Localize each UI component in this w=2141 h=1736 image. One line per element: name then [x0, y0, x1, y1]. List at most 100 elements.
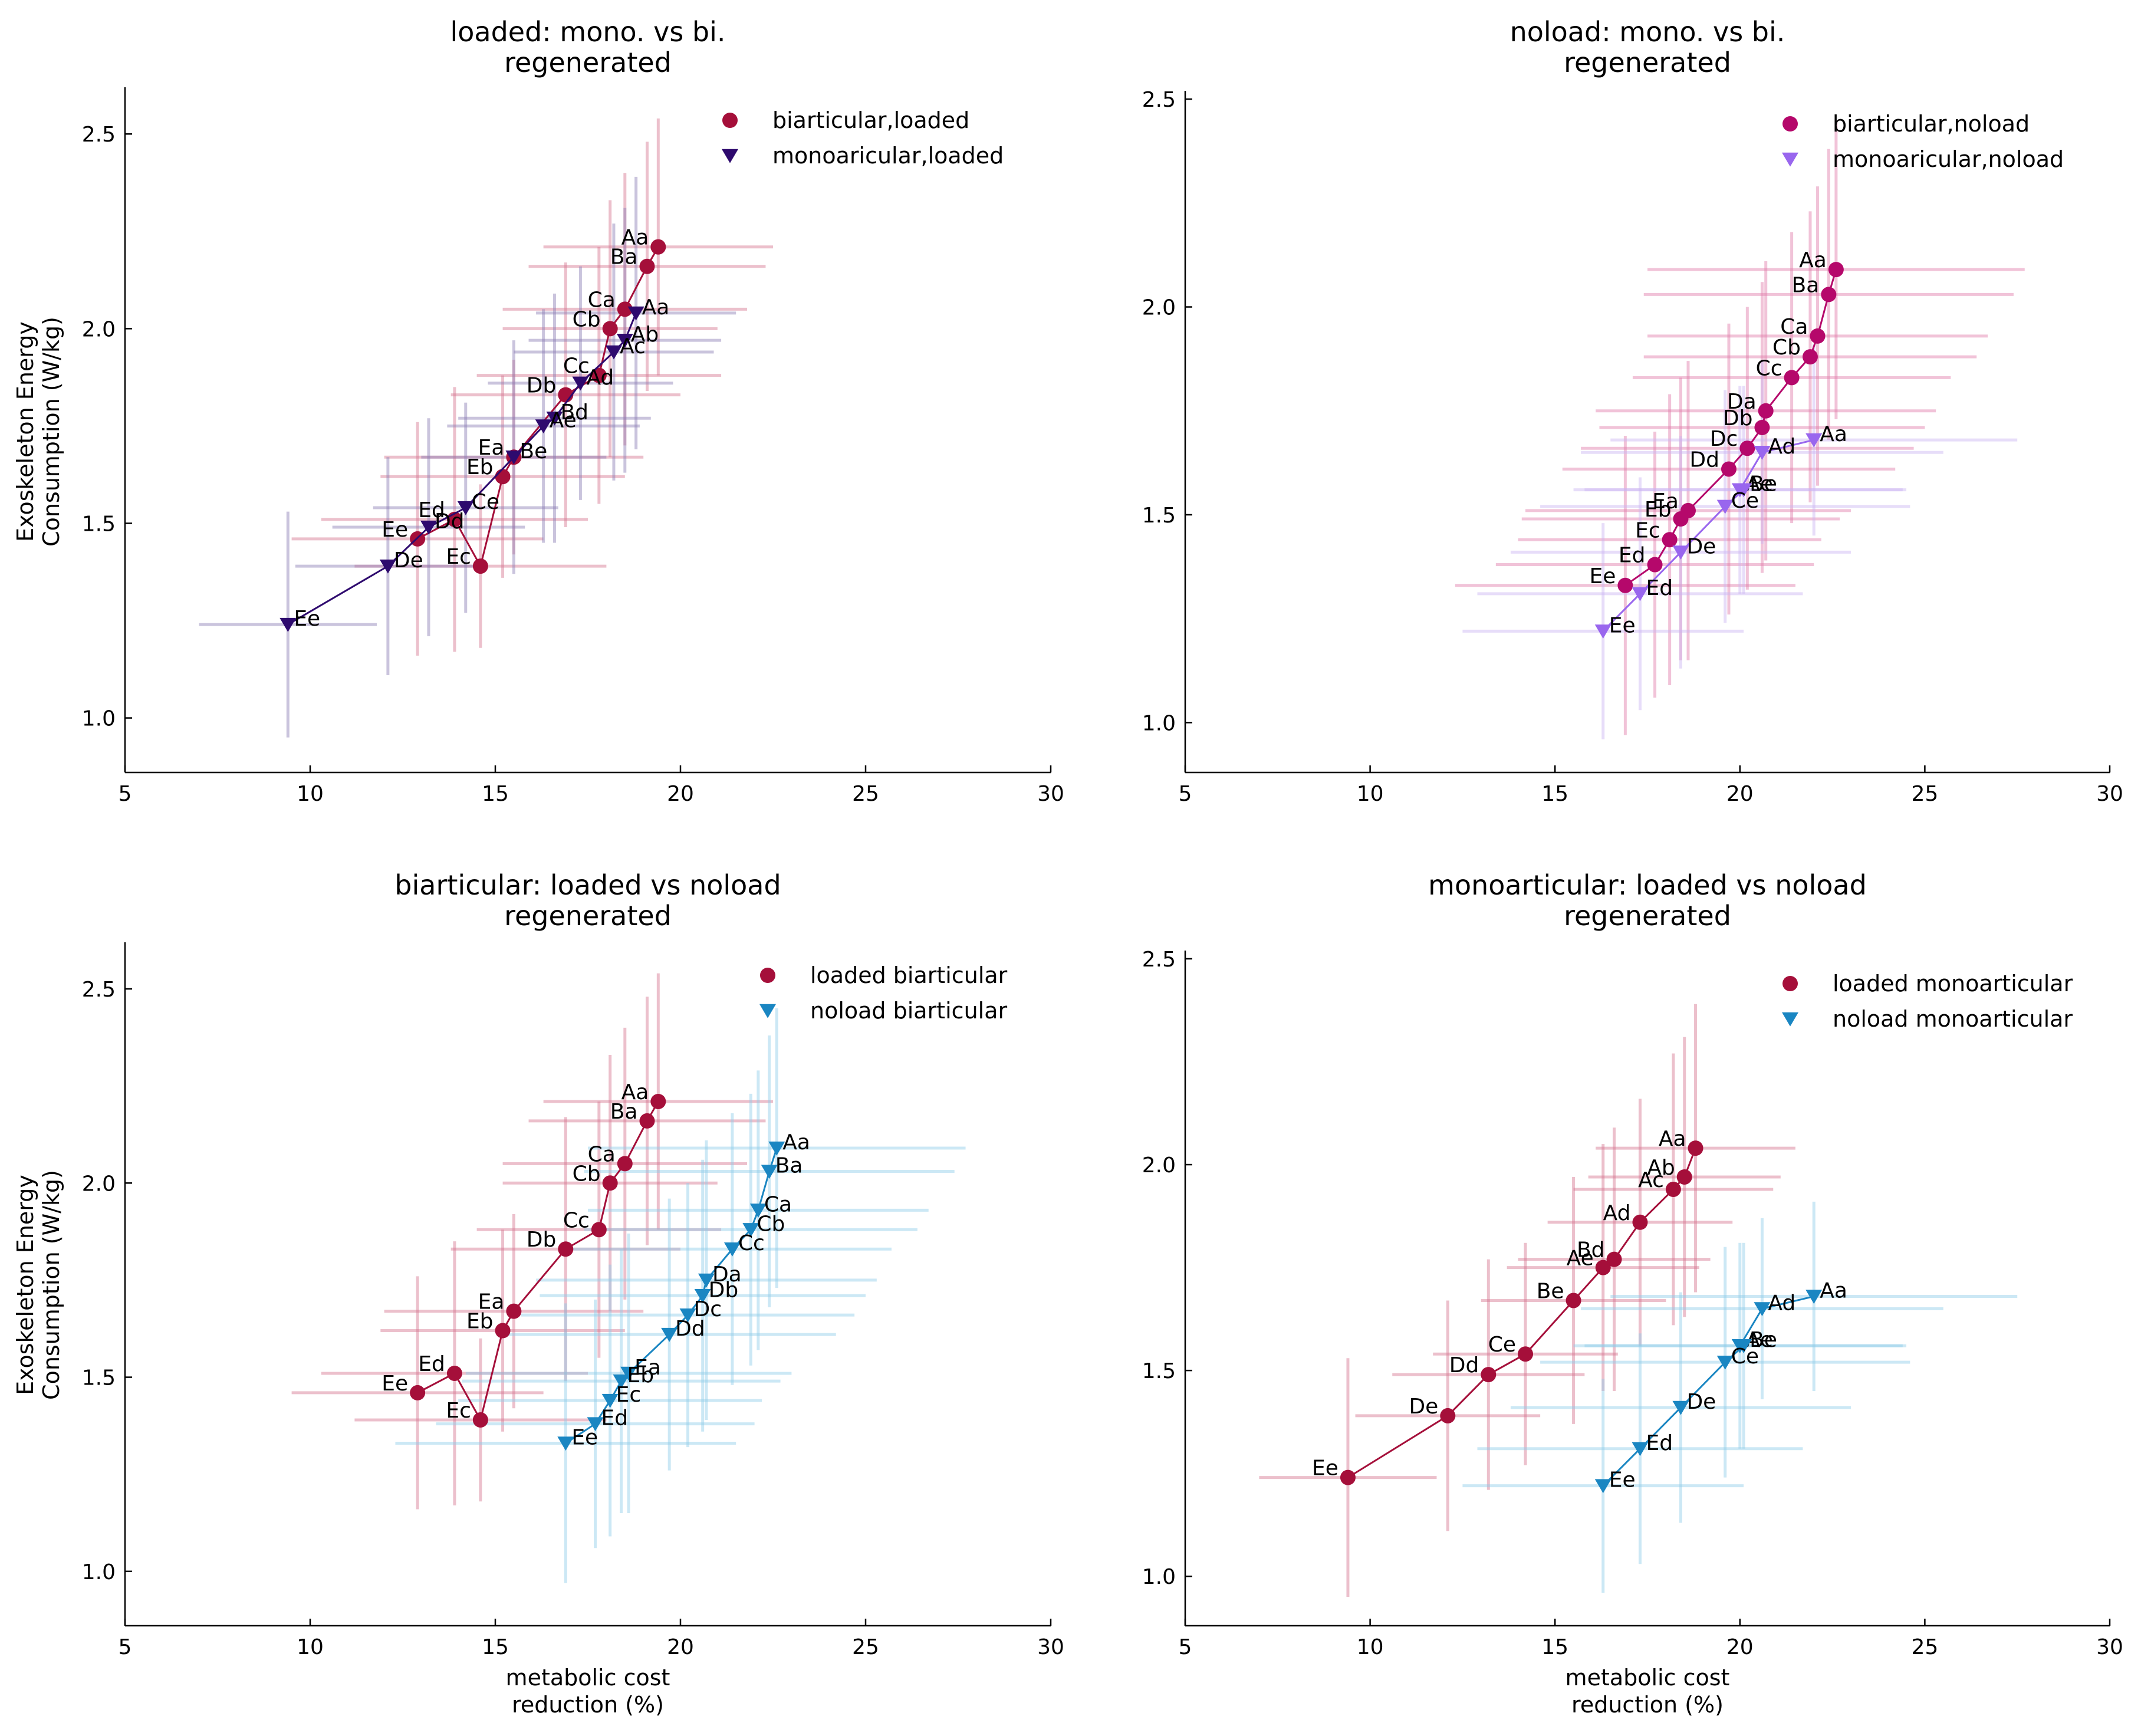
data-point: [1735, 1339, 1752, 1353]
x-tick-label: 20: [1726, 1635, 1754, 1659]
y-tick-label: 1.5: [1142, 504, 1176, 528]
legend-marker: [760, 968, 775, 983]
legend: loaded biarticular noload biarticular: [759, 962, 1008, 1024]
point-label: Be: [1749, 472, 1777, 497]
legend-marker: [759, 1004, 776, 1018]
x-tick-label: 5: [119, 782, 132, 806]
data-point: [1721, 461, 1737, 477]
point-label: Bd: [560, 400, 588, 425]
point-label: De: [1686, 1390, 1716, 1414]
point-label: Aa: [642, 295, 670, 320]
point-label: Da: [712, 1262, 742, 1287]
data-point: [698, 1273, 715, 1288]
x-tick-label: 30: [2096, 1635, 2123, 1659]
y-axis-label-line2: Consumption (W/kg): [38, 1170, 64, 1400]
point-label: Ce: [1731, 489, 1759, 513]
data-point: [591, 1222, 607, 1238]
y-axis-label-line1: Exoskeleton Energy: [12, 321, 38, 542]
data-point: [558, 1241, 574, 1257]
point-label: Aa: [1659, 1127, 1686, 1151]
panel-title-line1: biarticular: loaded vs noload: [394, 869, 781, 901]
legend-marker: [722, 149, 738, 163]
point-label: Ab: [631, 323, 659, 347]
data-point: [1805, 433, 1823, 448]
data-point: [1821, 287, 1837, 303]
point-label: Ae: [1567, 1247, 1594, 1271]
data-point: [506, 1303, 522, 1319]
data-point: [1632, 1442, 1649, 1456]
data-point: [616, 333, 633, 348]
point-label: Ea: [634, 1356, 661, 1380]
data-point: [1716, 499, 1734, 514]
y-tick-label: 2.5: [82, 123, 116, 147]
data-point: [605, 345, 622, 360]
x-tick-label: 20: [667, 1635, 694, 1659]
data-point: [742, 1223, 759, 1237]
point-label: Be: [1749, 1328, 1777, 1352]
data-point: [1440, 1408, 1456, 1423]
data-point: [1758, 403, 1774, 419]
data-point: [650, 239, 666, 255]
x-axis-label-line1: metabolic cost: [1566, 1665, 1730, 1691]
data-point: [1754, 446, 1771, 460]
data-point: [1828, 262, 1844, 278]
data-point: [1481, 1367, 1497, 1383]
data-point: [495, 1323, 511, 1339]
point-label: Dc: [1710, 427, 1738, 451]
point-label: Dd: [1689, 448, 1719, 472]
point-label: Ee: [1589, 564, 1616, 588]
data-point: [1810, 328, 1826, 344]
data-point: [749, 1204, 767, 1218]
point-label: Ee: [294, 607, 320, 631]
plot-area: 5 10 15 20 25 301.01.52.02.5AaBaCaCbCcDbEaEbE…: [82, 942, 1064, 1659]
point-label: Ea: [478, 436, 505, 460]
point-label: Ca: [588, 288, 616, 312]
data-point: [591, 367, 607, 383]
point-label: Eb: [466, 1310, 494, 1334]
legend-marker: [722, 113, 738, 128]
y-tick-label: 1.5: [1142, 1359, 1176, 1383]
data-point: [1665, 1181, 1681, 1197]
point-label: Ce: [1731, 1344, 1759, 1369]
data-point: [457, 501, 474, 515]
point-label: Ee: [382, 1372, 408, 1396]
data-point: [1662, 532, 1678, 548]
data-point: [420, 520, 437, 535]
data-point: [639, 1113, 655, 1129]
data-point: [1647, 557, 1663, 573]
x-tick-label: 10: [297, 782, 324, 806]
data-point: [661, 1327, 678, 1342]
y-tick-label: 1.0: [1142, 1565, 1176, 1589]
data-point: [1676, 1169, 1692, 1185]
series-line: [1602, 1296, 1814, 1487]
legend-entry: loaded monoarticular: [1833, 971, 2073, 997]
point-label: Dd: [675, 1317, 705, 1341]
point-label: Cc: [563, 1208, 590, 1232]
point-label: Cb: [573, 1162, 601, 1186]
point-label: De: [1409, 1395, 1438, 1419]
data-point: [768, 1141, 785, 1156]
point-label: Ba: [775, 1154, 803, 1178]
point-label: Db: [527, 1228, 557, 1252]
panel-title-line2: regenerated: [504, 900, 672, 932]
legend-marker: [1782, 116, 1798, 131]
point-label: Ca: [764, 1192, 792, 1216]
plot-area: 5 10 15 20 25 301.01.52.02.5AaBaCaCbCcDbEaEbE…: [82, 87, 1064, 806]
x-tick-label: 30: [2096, 782, 2123, 806]
data-point: [1340, 1469, 1356, 1485]
point-label: Aa: [1820, 1278, 1847, 1303]
point-label: Db: [1723, 406, 1753, 430]
data-point: [1595, 1260, 1611, 1275]
y-tick-label: 2.0: [1142, 296, 1176, 320]
data-point: [1754, 419, 1770, 435]
point-label: Cb: [757, 1212, 785, 1236]
point-label: Da: [1727, 390, 1757, 414]
x-tick-label: 10: [1357, 1635, 1384, 1659]
legend-marker: [1782, 1012, 1798, 1027]
point-label: Ea: [1652, 489, 1679, 514]
point-label: Ca: [1780, 315, 1808, 339]
data-point: [650, 1093, 666, 1109]
data-point: [379, 559, 396, 574]
data-point: [1688, 1140, 1703, 1156]
point-label: Ce: [472, 490, 499, 514]
